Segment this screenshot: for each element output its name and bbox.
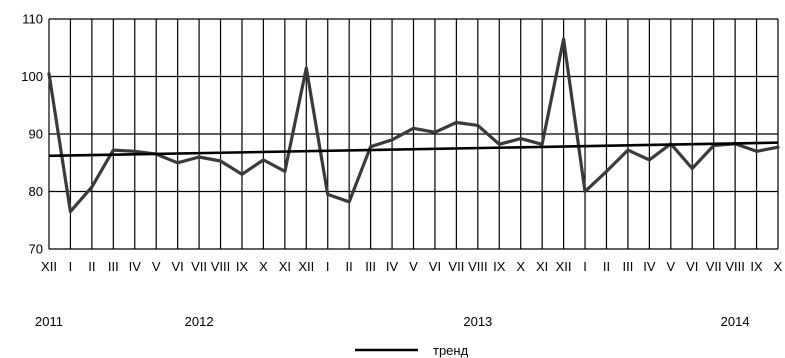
x-tick-label: IV (386, 259, 399, 274)
series-line (47, 37, 780, 214)
y-tick-label: 70 (29, 242, 43, 257)
x-tick-label: VII (706, 259, 722, 274)
x-tick-label: V (409, 259, 418, 274)
x-tick-label: IX (750, 259, 763, 274)
x-tick-label: VI (429, 259, 441, 274)
x-tick-label: VIII (468, 259, 488, 274)
x-tick-label: I (326, 259, 330, 274)
x-tick-label: II (346, 259, 353, 274)
x-tick-label: XI (536, 259, 548, 274)
x-tick-label: VI (686, 259, 698, 274)
y-tick-label: 90 (29, 127, 43, 142)
y-tick-label: 80 (29, 184, 43, 199)
x-tick-label: III (108, 259, 119, 274)
x-tick-label: VIII (725, 259, 745, 274)
x-tick-label: II (88, 259, 95, 274)
x-tick-label: X (774, 259, 783, 274)
x-tick-label: I (69, 259, 73, 274)
year-label: 2014 (721, 314, 750, 329)
x-tick-label: III (365, 259, 376, 274)
legend-trend-label: тренд (433, 343, 469, 358)
x-tick-label: XII (556, 259, 572, 274)
x-tick-label: X (516, 259, 525, 274)
x-tick-label: I (583, 259, 587, 274)
x-tick-label: VII (191, 259, 207, 274)
year-label: 2013 (463, 314, 492, 329)
x-tick-label: III (622, 259, 633, 274)
year-label: 2012 (185, 314, 214, 329)
x-tick-label: XI (279, 259, 291, 274)
x-tick-label: VII (448, 259, 464, 274)
x-tick-label: IX (236, 259, 249, 274)
y-tick-label: 110 (22, 12, 43, 27)
x-tick-label: XII (41, 259, 57, 274)
x-tick-label: V (666, 259, 675, 274)
x-tick-label: XII (298, 259, 314, 274)
x-tick-label: IX (493, 259, 506, 274)
x-tick-label: VI (171, 259, 183, 274)
x-tick-label: VIII (211, 259, 231, 274)
x-tick-label: IV (643, 259, 656, 274)
y-tick-label: 100 (21, 69, 43, 84)
year-label: 2011 (35, 314, 63, 329)
x-tick-label: V (152, 259, 161, 274)
trend-line (48, 141, 779, 158)
x-tick-label: II (603, 259, 610, 274)
x-tick-label: IV (129, 259, 142, 274)
x-tick-label: X (259, 259, 268, 274)
